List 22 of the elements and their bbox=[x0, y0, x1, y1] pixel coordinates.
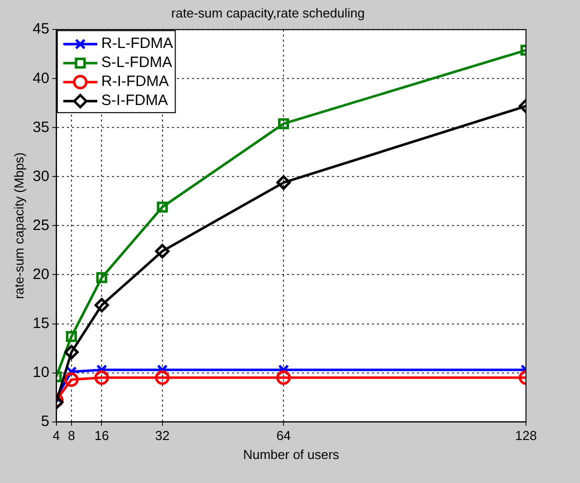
x-tick-label: 32 bbox=[155, 428, 170, 444]
x-tick-label: 4 bbox=[52, 428, 60, 444]
y-tick-label: 30 bbox=[32, 168, 50, 185]
legend-label: S-I-FDMA bbox=[101, 92, 168, 110]
x-tick-label: 8 bbox=[68, 428, 76, 444]
x-tick-label: 128 bbox=[515, 428, 537, 444]
x-tick-label: 64 bbox=[276, 428, 291, 444]
y-tick-label: 10 bbox=[32, 364, 50, 381]
legend-label: R-I-FDMA bbox=[101, 73, 169, 90]
x-tick-label: 16 bbox=[94, 428, 109, 444]
x-axis-title: Number of users bbox=[243, 446, 340, 462]
y-tick-label: 5 bbox=[40, 412, 50, 430]
chart-title: rate-sum capacity,rate scheduling bbox=[171, 5, 365, 20]
y-tick-label: 35 bbox=[32, 118, 50, 136]
y-axis-title: rate-sum capacity (Mbps) bbox=[11, 152, 26, 300]
y-tick-label: 20 bbox=[32, 266, 50, 283]
legend-label: R-L-FDMA bbox=[101, 35, 173, 52]
legend-label: S-L-FDMA bbox=[101, 54, 172, 72]
y-tick-label: 15 bbox=[32, 314, 50, 332]
y-tick-label: 25 bbox=[32, 216, 50, 234]
y-tick-label: 40 bbox=[32, 70, 50, 87]
y-tick-label: 45 bbox=[32, 20, 50, 38]
